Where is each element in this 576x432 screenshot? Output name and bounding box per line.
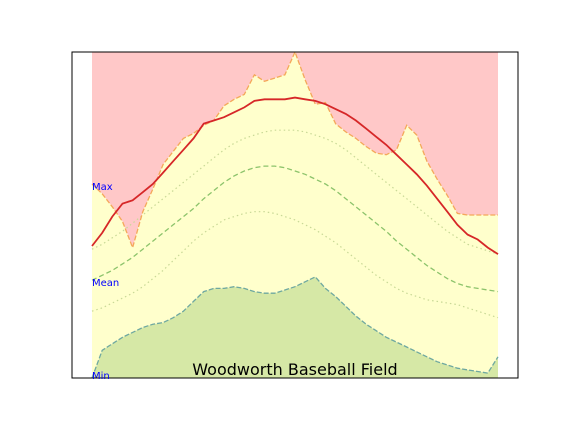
axis-label-max: Max bbox=[92, 182, 113, 193]
series-line-middle-dashed bbox=[91, 165, 499, 293]
chart-marks bbox=[91, 50, 499, 379]
axis-label-mean: Mean bbox=[92, 278, 119, 289]
axis-label-min: Min bbox=[92, 371, 110, 382]
series-line-lower-dotted bbox=[91, 211, 499, 319]
chart-title: Woodworth Baseball Field bbox=[192, 360, 397, 379]
area-normal-band bbox=[92, 52, 498, 378]
series-line-solid-red bbox=[91, 96, 499, 255]
plot-frame bbox=[71, 51, 519, 379]
series-line-record-high bbox=[91, 50, 498, 250]
series-line-record-low bbox=[91, 276, 499, 379]
area-above-record-high bbox=[92, 52, 498, 248]
